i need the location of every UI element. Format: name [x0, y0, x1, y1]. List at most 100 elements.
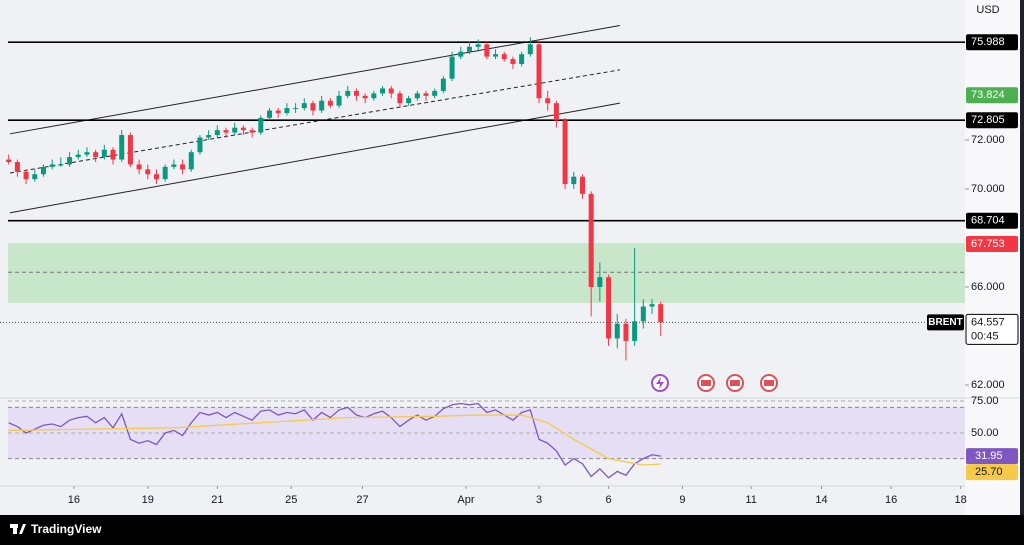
marker-label-box — [966, 87, 1018, 104]
current-price-label: 64.557 — [971, 316, 1005, 328]
candle-body — [336, 95, 342, 106]
event-icons — [651, 374, 778, 392]
current-price-box — [965, 313, 1019, 345]
brand: TradingView — [31, 522, 102, 536]
candle-body — [649, 304, 655, 307]
candle-body — [319, 100, 325, 111]
rsi-ma-line — [8, 414, 661, 466]
candle-body — [14, 161, 20, 172]
candle-body — [414, 93, 420, 99]
level-label-box — [966, 212, 1018, 229]
candle-body — [267, 110, 273, 118]
rsi-value-label: 31.95 — [975, 450, 1003, 462]
candle-body — [440, 78, 446, 91]
level-label: 68.704 — [971, 215, 1005, 227]
candle-body — [423, 93, 429, 96]
candle-body — [153, 174, 159, 180]
channel-lower — [9, 102, 620, 214]
candle-body — [275, 110, 281, 113]
candle-body — [553, 103, 559, 121]
level-label-box — [966, 34, 1018, 51]
level-label: 75.988 — [971, 36, 1005, 48]
candle-body — [101, 149, 107, 158]
candle-body — [197, 137, 203, 153]
candle-body — [223, 130, 229, 133]
candle-body — [284, 108, 290, 113]
candle-body — [310, 103, 316, 111]
candle-body — [588, 193, 594, 287]
candle-body — [93, 152, 99, 158]
candle-body — [23, 171, 29, 180]
x-tick-label: 27 — [356, 494, 368, 506]
candle-body — [40, 166, 46, 175]
candle-body — [397, 93, 403, 104]
x-tick-label: 16 — [885, 494, 897, 506]
candle-body — [501, 54, 507, 60]
x-tick-label: 6 — [605, 494, 611, 506]
candle-body — [6, 159, 12, 162]
candle-body — [84, 152, 90, 155]
candle-body — [388, 88, 394, 94]
candle-body — [188, 152, 194, 170]
x-tick-label: 16 — [68, 494, 80, 506]
candle-body — [49, 164, 55, 167]
channel-upper — [9, 24, 620, 135]
candle-body — [180, 164, 186, 170]
y-tick-label: 70.000 — [971, 183, 1005, 195]
candle-body — [127, 135, 133, 165]
candle-body — [75, 154, 81, 158]
candle-body — [136, 164, 142, 170]
rsi-ma-value-label: 25.70 — [975, 466, 1003, 478]
x-tick-label: 14 — [815, 494, 827, 506]
candle-body — [232, 127, 238, 133]
candle-body — [519, 54, 525, 64]
candle-body — [258, 117, 264, 133]
candle-body — [362, 95, 368, 99]
candle-body — [458, 51, 464, 57]
candle-body — [67, 157, 73, 165]
candle-body — [614, 323, 620, 339]
candle-body — [301, 103, 307, 109]
candle-body — [58, 164, 64, 166]
rsi-tick-label: 50.00 — [971, 427, 999, 439]
symbol-label: BRENT — [928, 317, 962, 328]
candle-body — [406, 98, 412, 104]
candle-body — [432, 90, 438, 96]
candle-body — [571, 176, 577, 185]
candle-body — [484, 44, 490, 57]
candle-body — [545, 98, 551, 104]
candle-body — [249, 130, 255, 133]
x-tick-label: 18 — [955, 494, 967, 506]
countdown: 00:45 — [971, 330, 999, 342]
candle-body — [449, 56, 455, 79]
candle-body — [240, 127, 246, 131]
candle-body — [475, 44, 481, 47]
x-tick-label: 3 — [536, 494, 542, 506]
candle-body — [579, 176, 585, 194]
price-axis-background — [965, 0, 1020, 515]
candle-body — [353, 90, 359, 96]
candle-body — [632, 321, 638, 341]
symbol-box — [927, 314, 964, 331]
candle-body — [371, 93, 377, 99]
candle-body — [493, 54, 499, 57]
candle-body — [327, 100, 333, 106]
rsi-ma-value-box — [966, 464, 1018, 481]
y-tick-label: 72.000 — [971, 134, 1005, 146]
marker-label-box — [966, 236, 1018, 253]
currency: USD — [976, 4, 999, 16]
candle-body — [640, 306, 646, 322]
candle-body — [606, 277, 612, 339]
candle-body — [658, 304, 664, 323]
support-zone — [8, 243, 965, 303]
level-label: 72.805 — [971, 114, 1005, 126]
candle-body — [380, 88, 386, 94]
candle-body — [466, 46, 472, 52]
candle-body — [145, 169, 151, 175]
candle-body — [214, 130, 220, 136]
rsi-tick-label: 75.00 — [971, 395, 999, 407]
candle-body — [171, 164, 177, 167]
x-tick-label: 25 — [285, 494, 297, 506]
candle-body — [293, 108, 299, 110]
